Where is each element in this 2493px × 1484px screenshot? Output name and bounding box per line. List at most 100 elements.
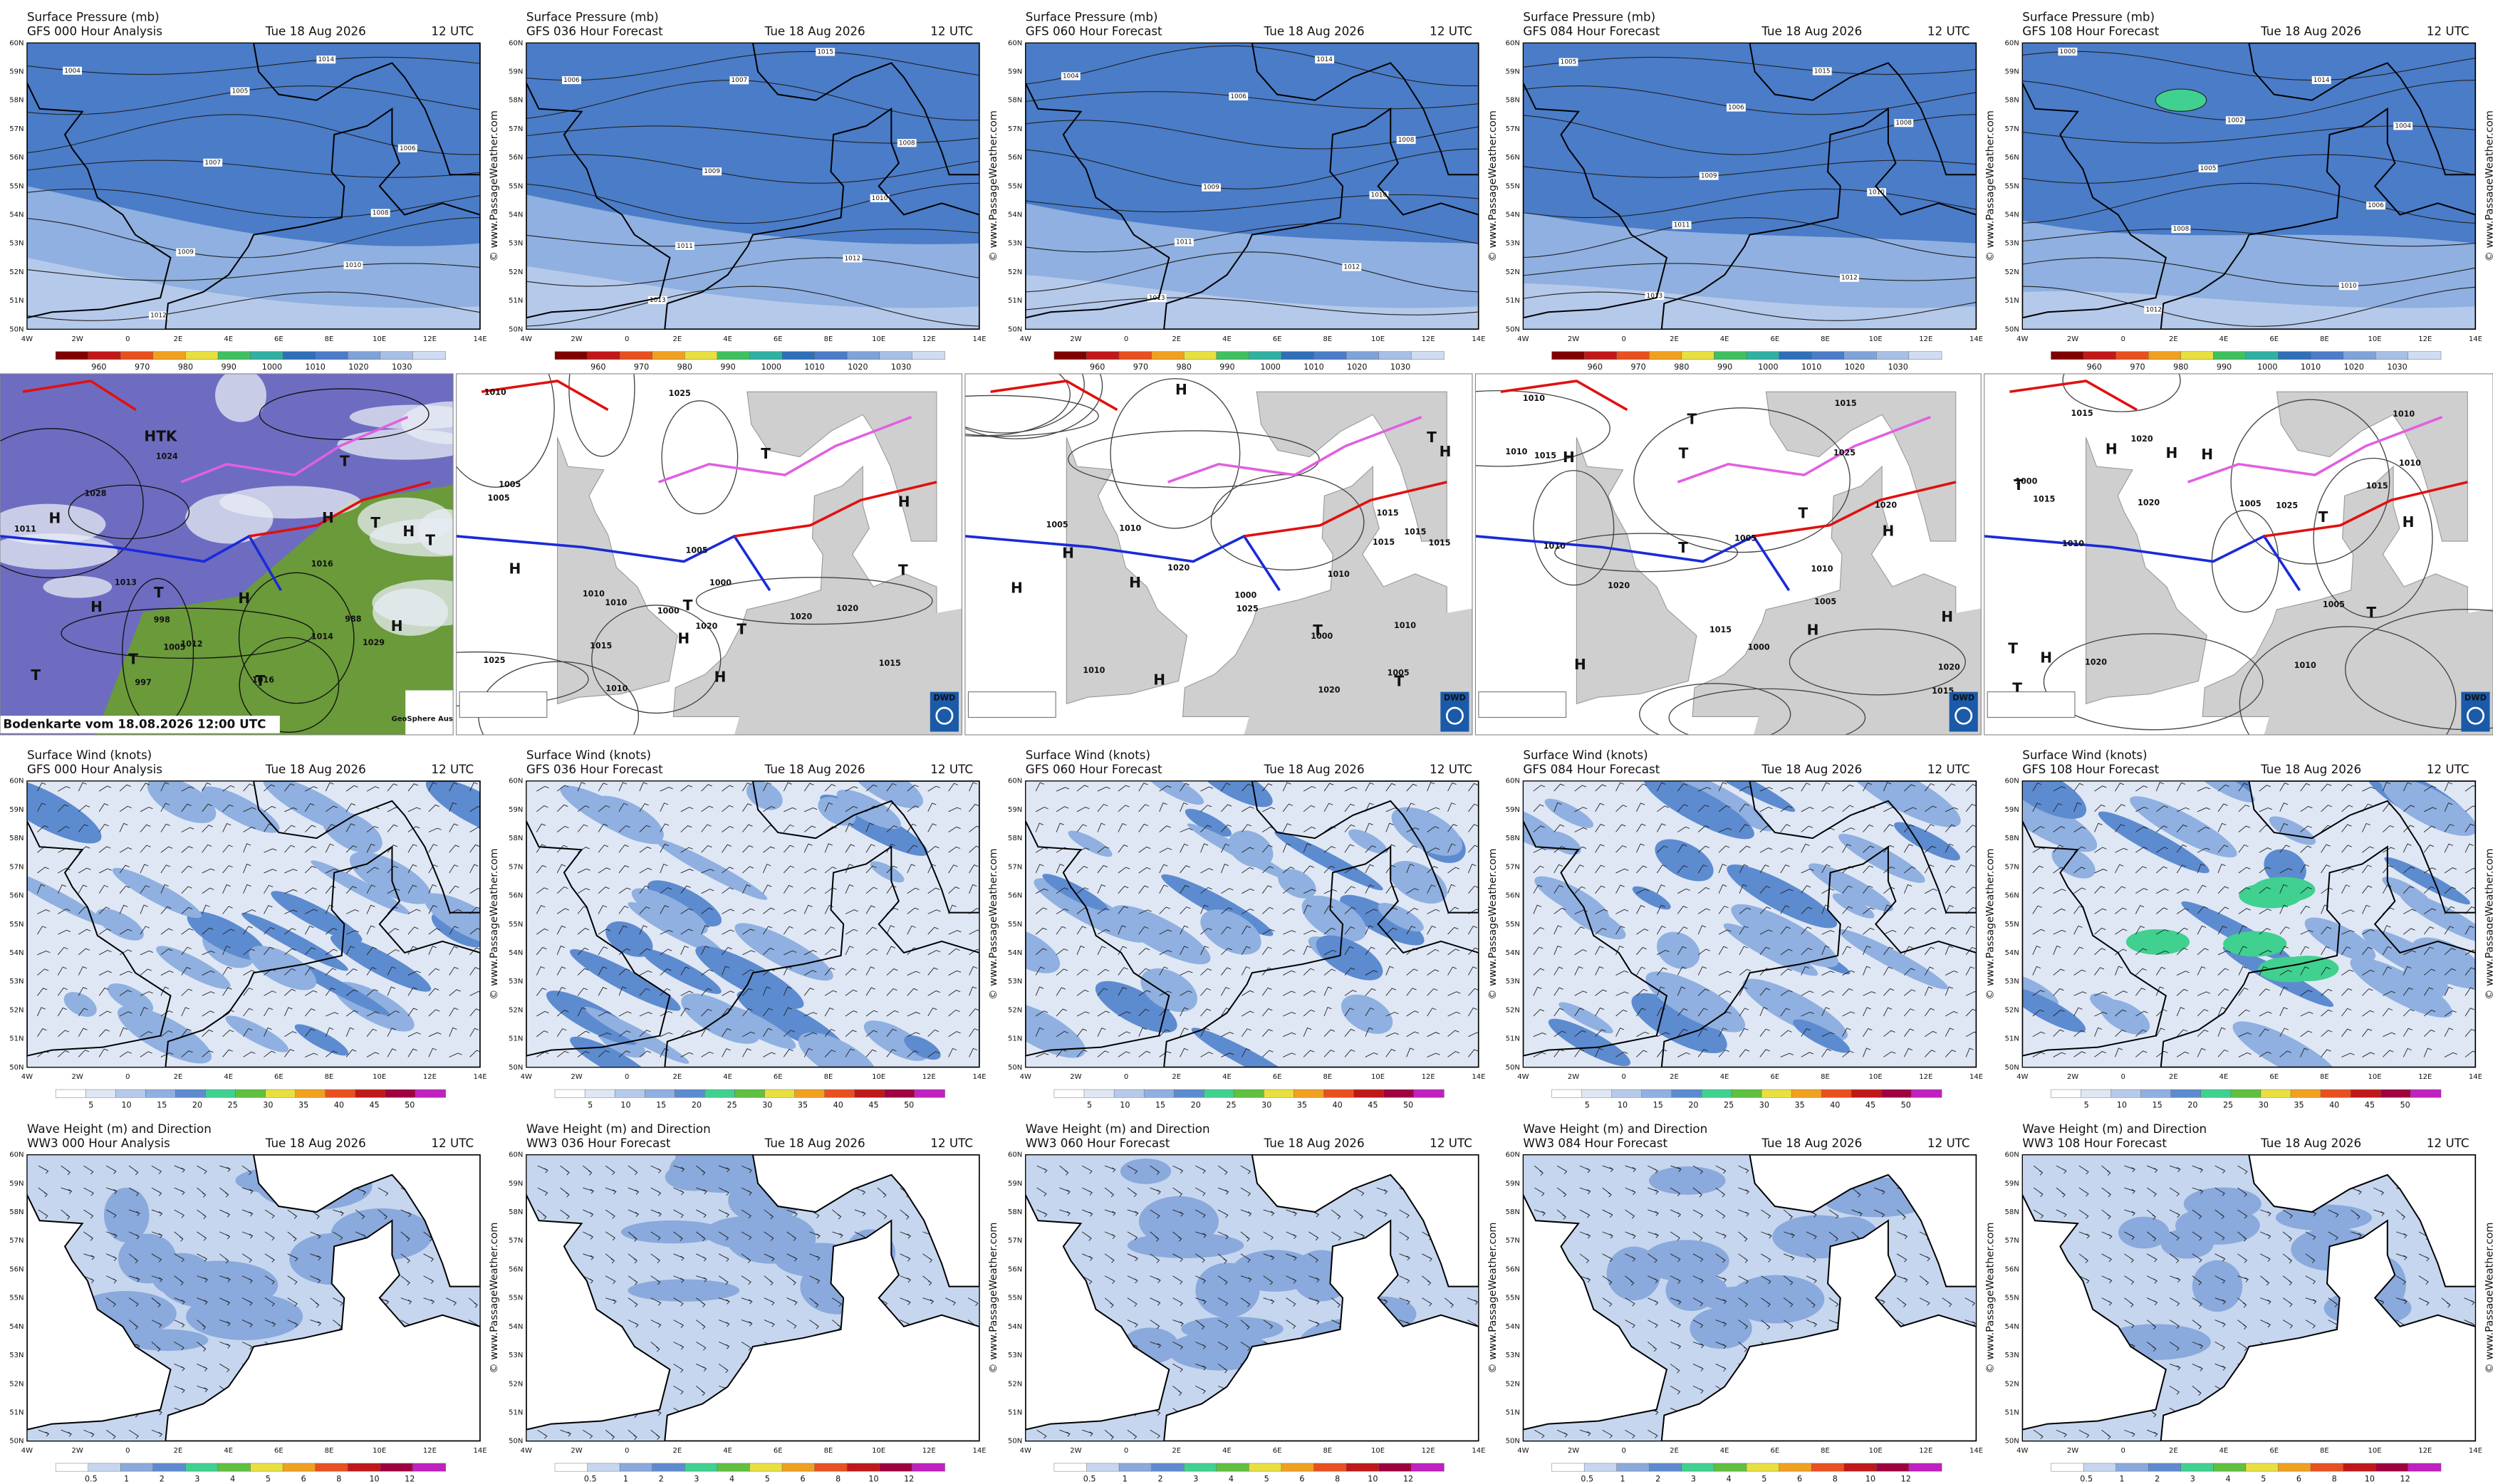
wave-arrow [2124,1231,2135,1240]
lon-label: 0 [1124,1073,1128,1081]
wind-barb [284,889,298,894]
colorbar-label: 45 [1368,1100,1378,1109]
colorbar-label: 6 [1299,1474,1304,1483]
isobar-label-bg [343,261,363,270]
lat-label: 58N [2005,97,2019,105]
coastline [253,780,481,914]
colorbar-cell [846,1463,880,1472]
lat-label: 53N [2005,1352,2019,1359]
wind-barb [804,950,817,956]
isobar-label: 1007 [204,160,221,167]
lon-label: 4W [21,1073,33,1081]
lat-label: 54N [9,211,24,219]
colorbar-label: 15 [2153,1100,2162,1109]
wind-barb [1447,824,1458,832]
wind-barb [660,887,672,894]
wind-barb [1883,946,1894,956]
wind-barb [803,867,817,874]
wind-barb [2073,946,2084,956]
wind-barb [1759,847,1773,853]
wind-barb [1739,803,1749,812]
wave-arrow [1556,1209,1566,1220]
wind-barb [1282,949,1296,956]
lat-label: 52N [1008,1006,1022,1014]
wind-barb [1200,868,1214,874]
wave-arrow [1240,1253,1251,1263]
wave-arrow [1738,1165,1749,1174]
wind-barb [1945,945,1953,955]
colorbar-label: 6 [1797,1474,1802,1483]
colorbar-cell [1378,1463,1412,1472]
wave-area [1120,1159,1172,1184]
wind-barb [680,885,691,894]
wind-barb [1159,785,1172,792]
panel-time: 12 UTC [2427,24,2469,38]
wind-barb [2197,826,2210,832]
analysis-label: 1013 [115,578,137,587]
analysis-label: T [2014,476,2024,493]
wave-arrow [2101,1187,2111,1198]
wind-barb [722,966,730,976]
lon-label: 4W [21,1447,33,1455]
lat-label: 51N [9,297,24,305]
wind-barb [1303,1050,1315,1057]
wind-barb [2444,843,2453,853]
wind-barb [2238,1009,2250,1017]
colorbar-label: 12 [405,1474,415,1483]
wind-barb [2444,782,2453,792]
wind-barb [1883,845,1895,853]
lon-label: 2E [1172,1073,1181,1081]
wind-barb [1200,887,1212,894]
wind-barb [2383,1032,2396,1038]
wind-barb [1533,785,1546,792]
wind-barb [660,823,670,832]
analysis-label: 1020 [790,612,812,622]
isobar-label-bg [729,76,749,85]
wind-barb [243,949,255,956]
wind-barb [1945,885,1956,894]
wind-barb [2341,845,2352,853]
coastline [2160,107,2476,330]
wave-arrow [1376,1187,1388,1195]
wind-barb [2094,869,2108,874]
wind-barb [366,966,377,976]
wind-barb [2423,987,2434,996]
wind-barb [969,803,979,812]
wind-barb [140,991,153,996]
wind-barb [2341,1052,2355,1057]
wind-barb [2176,807,2190,812]
colorbar-cell [554,351,588,360]
colorbar-label: 2 [1158,1474,1163,1483]
lon-label: 2W [1568,1073,1579,1081]
wave-arrow [1036,1429,1047,1439]
wind-barb [1221,986,1230,996]
wave-arrow [2169,1364,2181,1371]
wave-arrow [1761,1231,1772,1239]
panel-title: Surface Pressure (mb) [2022,10,2155,24]
wind-barb [2403,866,2415,874]
wave-arrow [2260,1253,2271,1262]
wave-arrow [2214,1209,2225,1220]
wind-barb [680,1030,692,1038]
wind-barb [1636,823,1646,832]
lon-label: 12E [922,1073,936,1081]
wind-barb [2321,864,2331,874]
analysis-label: H [1062,544,1074,561]
wind-barb [1883,1007,1893,1017]
wind-barb [181,886,192,894]
wind-barb [1718,827,1732,832]
front [1753,481,1957,538]
wind-barb [577,805,590,812]
wind-barb [1468,824,1479,832]
wave-arrow [696,1364,707,1371]
wind-barb [2197,966,2206,976]
lon-label: 4W [1020,1447,1031,1455]
wind-barb [1385,844,1396,853]
wind-barb [845,822,854,832]
wind-barb [2217,803,2228,812]
wave-arrow [219,1187,229,1198]
wave-arrow [264,1297,275,1307]
wind-barb [783,884,793,894]
analysis-label: T [425,531,435,548]
analysis-label: 1010 [1119,524,1141,533]
